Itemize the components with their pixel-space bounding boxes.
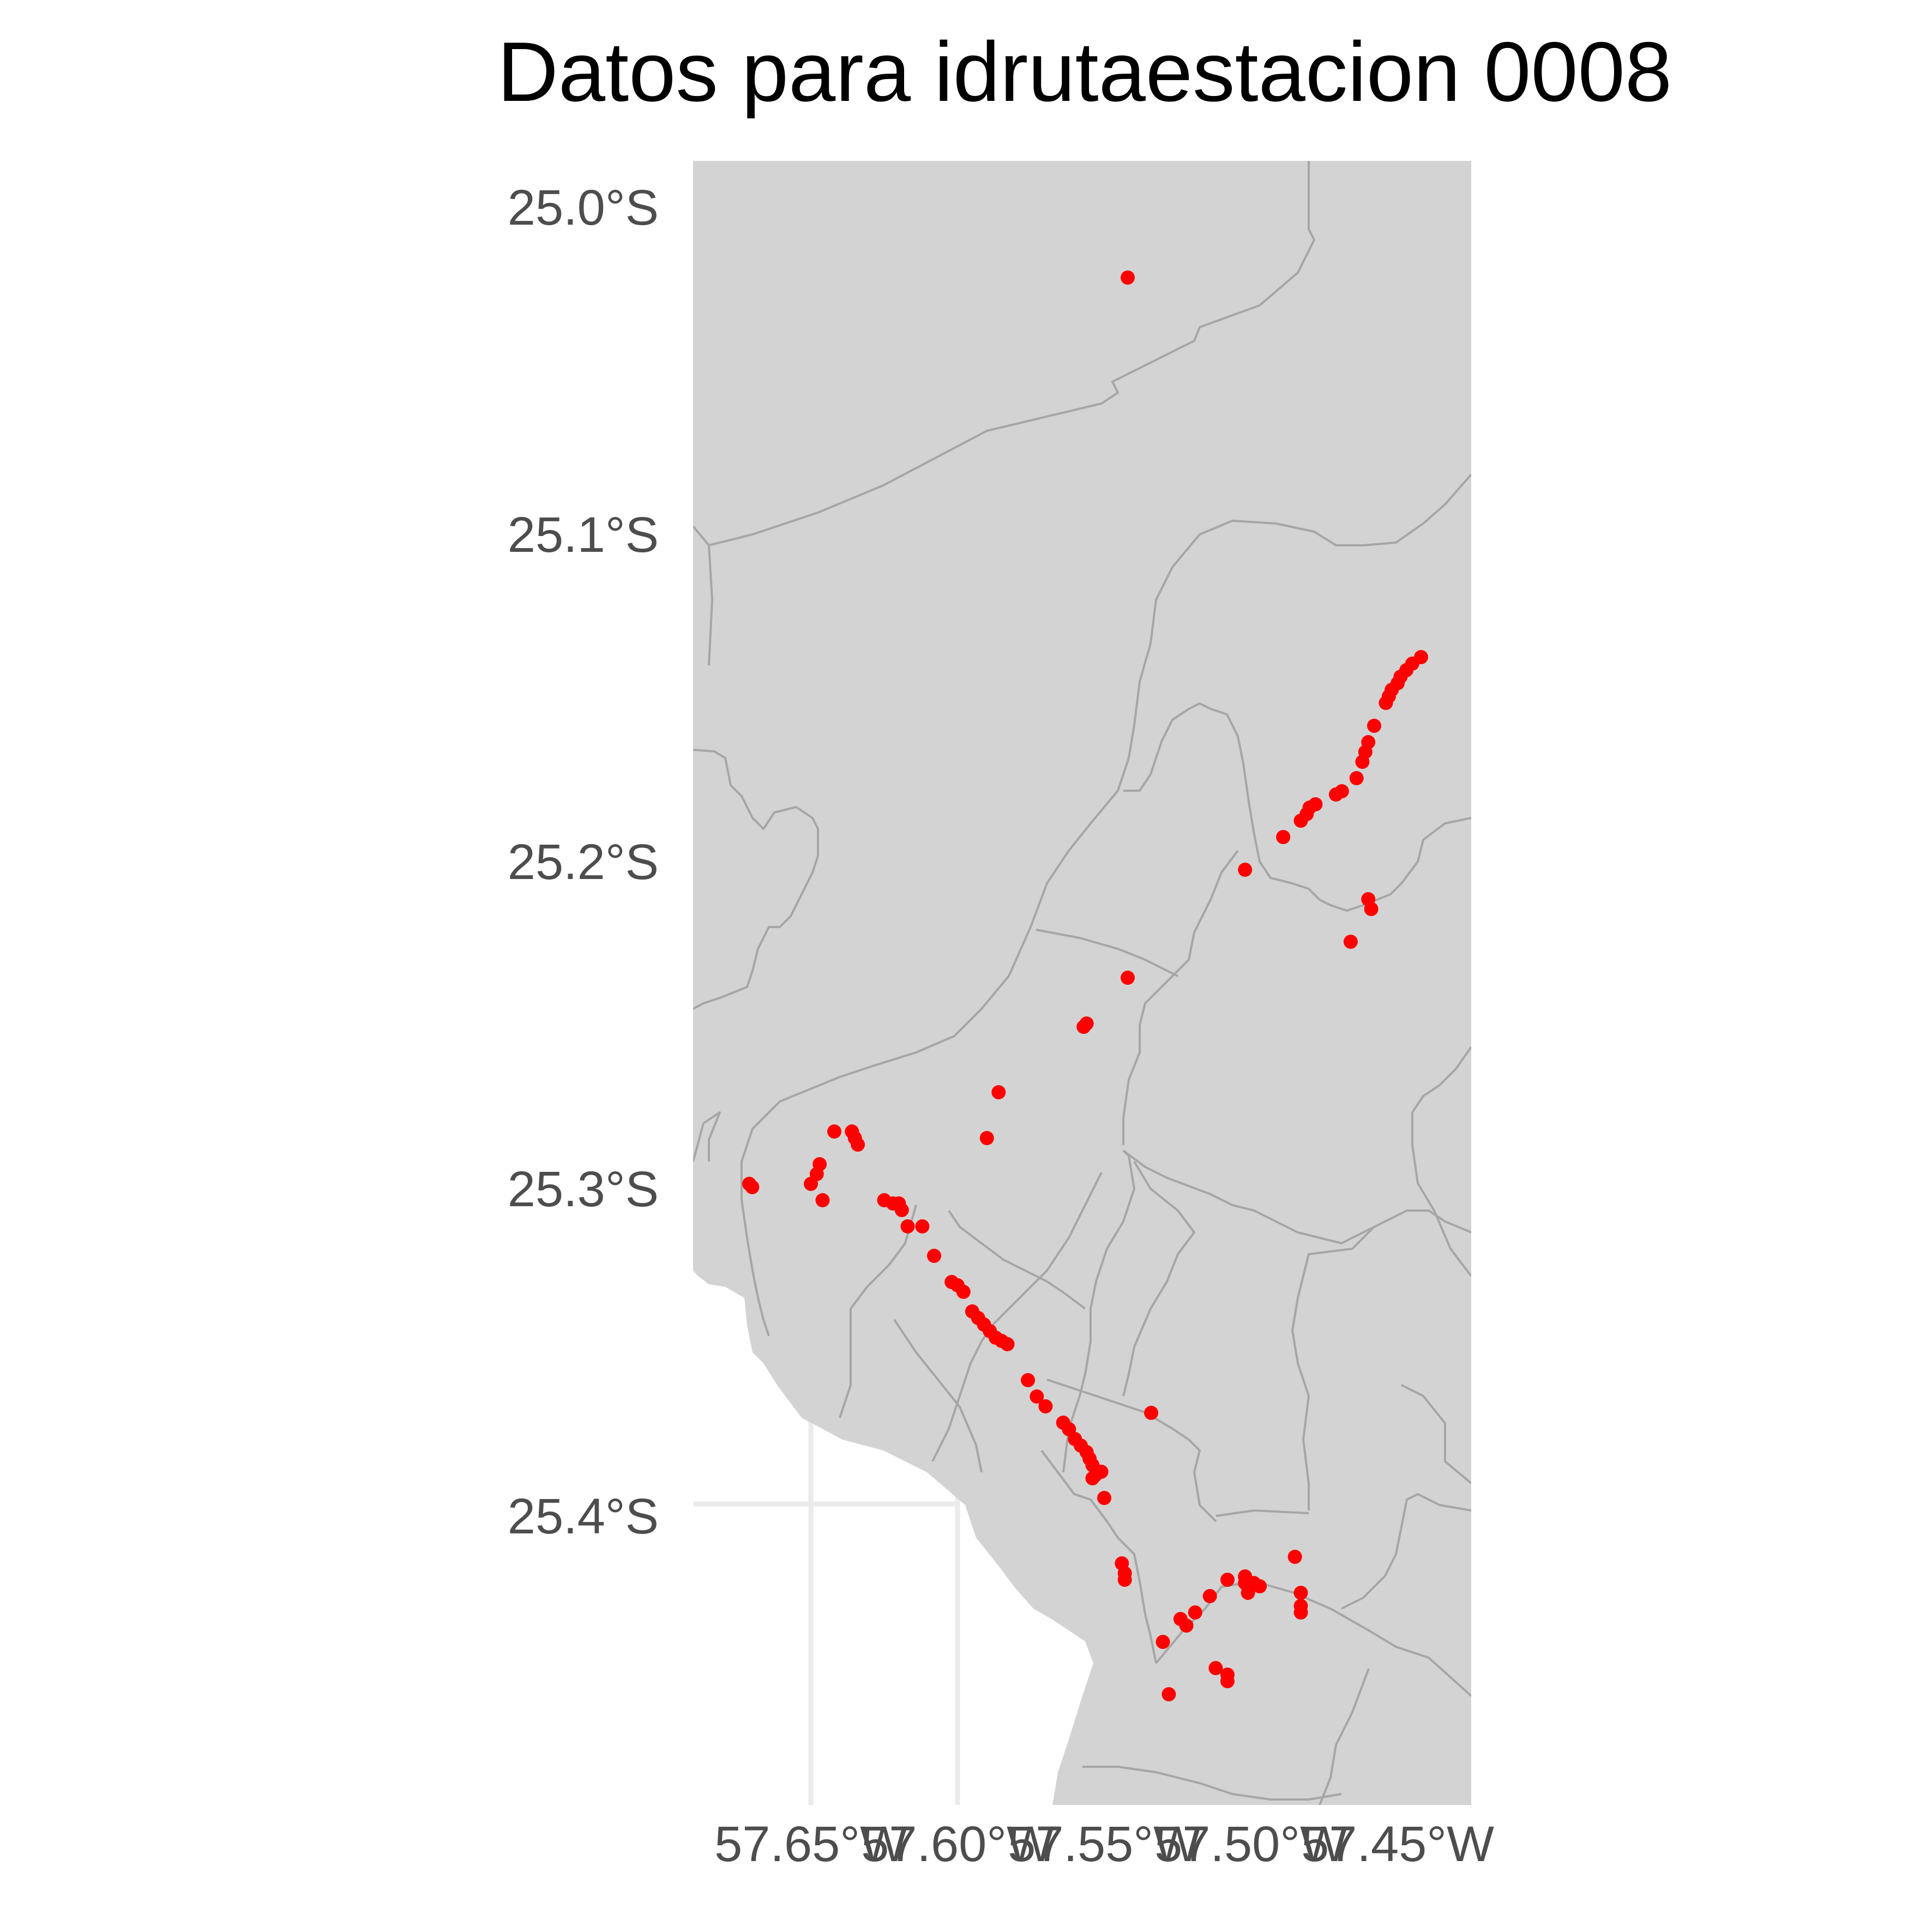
station-point [1208, 1661, 1223, 1675]
station-point [1364, 902, 1379, 916]
station-point [812, 1157, 827, 1171]
graticule [693, 1385, 960, 1805]
station-point [1000, 1337, 1015, 1351]
station-point [1349, 771, 1364, 785]
admin-boundary [948, 1209, 1086, 1310]
station-point [1287, 1550, 1302, 1564]
admin-boundary [839, 1205, 917, 1418]
admin-boundary [1082, 1766, 1342, 1801]
station-point [1030, 1389, 1044, 1404]
admin-boundary [1401, 1384, 1471, 1484]
station-point [1253, 1579, 1267, 1593]
admin-boundary [1341, 1493, 1471, 1610]
admin-boundary [893, 1319, 983, 1473]
station-point [915, 1219, 930, 1233]
y-tick-label-3: 25.3°S [508, 1161, 659, 1217]
station-point [1179, 1618, 1194, 1633]
station-point [1276, 830, 1291, 844]
station-point [1094, 1465, 1109, 1479]
station-point [1379, 696, 1393, 710]
station-point [1038, 1399, 1053, 1413]
y-tick-label-2: 25.2°S [508, 834, 659, 890]
admin-boundary [1062, 1149, 1135, 1473]
station-point [1021, 1373, 1036, 1387]
land-area [693, 161, 1471, 1805]
station-point [927, 1249, 941, 1263]
station-point [742, 1177, 756, 1191]
admin-boundary [1291, 1226, 1375, 1510]
station-point [1144, 1406, 1159, 1420]
station-point [1076, 1020, 1091, 1034]
station-point [1293, 1605, 1308, 1620]
station-point [1220, 1674, 1235, 1688]
station-point [894, 1203, 909, 1217]
admin-boundary [1411, 1046, 1471, 1277]
station-point [991, 1085, 1006, 1099]
station-point [1117, 1573, 1132, 1587]
station-point [851, 1137, 865, 1152]
admin-boundary [1123, 702, 1471, 912]
admin-boundary [693, 749, 819, 1010]
station-point [827, 1124, 841, 1139]
station-point [1121, 971, 1135, 985]
station-point [900, 1219, 915, 1233]
station-point [1343, 935, 1358, 949]
y-tick-label-1: 25.1°S [508, 507, 659, 563]
admin-boundary [693, 161, 1315, 546]
station-point [1161, 1687, 1176, 1701]
x-tick-label-2: 57.55°W [1008, 1816, 1201, 1872]
station-point [1155, 1635, 1170, 1649]
y-tick-label-0: 25.0°S [508, 180, 659, 236]
admin-boundary [1040, 1449, 1157, 1664]
station-points [742, 270, 1428, 1701]
station-point [1238, 863, 1253, 877]
station-point [1293, 814, 1308, 828]
station-point [1202, 1589, 1217, 1603]
admin-boundary [1319, 1668, 1370, 1805]
station-point [1188, 1605, 1202, 1620]
x-tick-label-3: 57.50°W [1154, 1816, 1347, 1872]
admin-boundary [1036, 929, 1178, 977]
land-polygon [693, 161, 1471, 1805]
station-point [1355, 755, 1370, 769]
y-tick-label-4: 25.4°S [508, 1489, 659, 1544]
station-point [1293, 1586, 1308, 1600]
map-title: Datos para idrutaestacion 0008 [497, 25, 1672, 119]
station-point [1220, 1573, 1235, 1587]
admin-boundary [741, 473, 1471, 1337]
station-point [1238, 1576, 1253, 1590]
admin-boundary [1122, 850, 1239, 1145]
x-tick-label-1: 57.60°W [861, 1816, 1054, 1872]
station-point [1097, 1491, 1111, 1505]
admin-boundary [1122, 1160, 1195, 1397]
station-point [1367, 719, 1381, 733]
admin-boundary [1046, 1379, 1217, 1522]
y-axis: 25.0°S 25.1°S 25.2°S 25.3°S 25.4°S [508, 180, 659, 1544]
station-point [956, 1285, 971, 1299]
x-axis: 57.65°W 57.60°W 57.55°W 57.50°W 57.45°W [714, 1816, 1494, 1872]
admin-boundary [693, 1111, 721, 1162]
station-point [1329, 787, 1343, 802]
station-point [979, 1131, 994, 1145]
admin-boundary [1215, 1509, 1309, 1517]
admin-boundary [708, 545, 713, 666]
station-point [1121, 270, 1135, 285]
admin-boundaries [693, 161, 1471, 1805]
admin-boundary [1122, 1149, 1471, 1244]
station-point [815, 1193, 830, 1207]
x-tick-label-0: 57.65°W [714, 1816, 907, 1872]
x-tick-label-4: 57.45°W [1301, 1816, 1494, 1872]
